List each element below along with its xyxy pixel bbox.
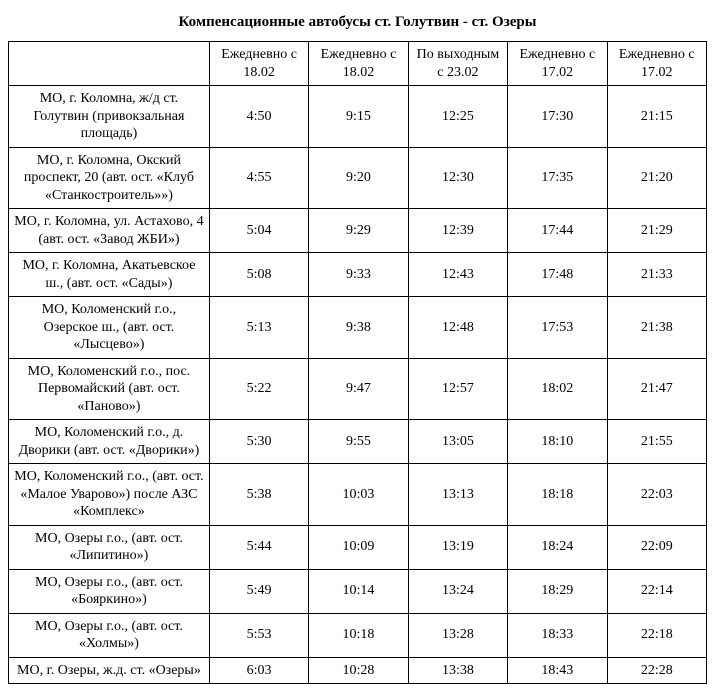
stop-cell: МО, г. Озеры, ж.д. ст. «Озеры»	[9, 657, 210, 684]
time-cell: 21:33	[607, 253, 706, 297]
time-cell: 18:02	[508, 358, 607, 420]
time-cell: 17:30	[508, 86, 607, 148]
time-cell: 10:14	[309, 569, 408, 613]
time-cell: 5:44	[209, 525, 308, 569]
table-row: МО, г. Озеры, ж.д. ст. «Озеры»6:0310:281…	[9, 657, 707, 684]
time-cell: 13:05	[408, 420, 507, 464]
header-col-4: Ежедневно с 17.02	[508, 42, 607, 86]
time-cell: 18:33	[508, 613, 607, 657]
table-row: МО, Озеры г.о., (авт. ост. «Липитино»)5:…	[9, 525, 707, 569]
time-cell: 9:15	[309, 86, 408, 148]
stop-cell: МО, Озеры г.о., (авт. ост. «Липитино»)	[9, 525, 210, 569]
table-row: МО, г. Коломна, ж/д ст. Голутвин (привок…	[9, 86, 707, 148]
time-cell: 5:30	[209, 420, 308, 464]
time-cell: 12:30	[408, 147, 507, 209]
time-cell: 21:47	[607, 358, 706, 420]
time-cell: 22:18	[607, 613, 706, 657]
time-cell: 21:20	[607, 147, 706, 209]
time-cell: 10:09	[309, 525, 408, 569]
time-cell: 9:29	[309, 209, 408, 253]
time-cell: 5:04	[209, 209, 308, 253]
time-cell: 13:24	[408, 569, 507, 613]
time-cell: 12:48	[408, 297, 507, 359]
time-cell: 13:28	[408, 613, 507, 657]
stop-cell: МО, г. Коломна, ул. Астахово, 4 (авт. ос…	[9, 209, 210, 253]
table-row: МО, Озеры г.о., (авт. ост. «Бояркино»)5:…	[9, 569, 707, 613]
time-cell: 12:43	[408, 253, 507, 297]
time-cell: 10:18	[309, 613, 408, 657]
header-col-1: Ежедневно с 18.02	[209, 42, 308, 86]
time-cell: 12:39	[408, 209, 507, 253]
time-cell: 5:49	[209, 569, 308, 613]
table-row: МО, г. Коломна, ул. Астахово, 4 (авт. ос…	[9, 209, 707, 253]
time-cell: 18:24	[508, 525, 607, 569]
table-row: МО, Коломенский г.о., (авт. ост. «Малое …	[9, 464, 707, 526]
time-cell: 22:28	[607, 657, 706, 684]
table-row: МО, Коломенский г.о., Озерское ш., (авт.…	[9, 297, 707, 359]
time-cell: 17:44	[508, 209, 607, 253]
time-cell: 10:28	[309, 657, 408, 684]
stop-cell: МО, Озеры г.о., (авт. ост. «Холмы»)	[9, 613, 210, 657]
schedule-body: МО, г. Коломна, ж/д ст. Голутвин (привок…	[9, 86, 707, 684]
time-cell: 5:53	[209, 613, 308, 657]
stop-cell: МО, Коломенский г.о., д. Дворики (авт. о…	[9, 420, 210, 464]
time-cell: 22:03	[607, 464, 706, 526]
time-cell: 18:18	[508, 464, 607, 526]
time-cell: 5:38	[209, 464, 308, 526]
time-cell: 21:15	[607, 86, 706, 148]
time-cell: 18:43	[508, 657, 607, 684]
time-cell: 9:38	[309, 297, 408, 359]
time-cell: 6:03	[209, 657, 308, 684]
table-row: МО, Озеры г.о., (авт. ост. «Холмы»)5:531…	[9, 613, 707, 657]
time-cell: 13:13	[408, 464, 507, 526]
header-col-3: По выходным с 23.02	[408, 42, 507, 86]
stop-cell: МО, Коломенский г.о., Озерское ш., (авт.…	[9, 297, 210, 359]
time-cell: 21:38	[607, 297, 706, 359]
time-cell: 22:14	[607, 569, 706, 613]
stop-cell: МО, Коломенский г.о., (авт. ост. «Малое …	[9, 464, 210, 526]
table-row: МО, Коломенский г.о., д. Дворики (авт. о…	[9, 420, 707, 464]
time-cell: 22:09	[607, 525, 706, 569]
time-cell: 18:29	[508, 569, 607, 613]
schedule-title: Компенсационные автобусы ст. Голутвин - …	[8, 14, 707, 31]
time-cell: 21:29	[607, 209, 706, 253]
time-cell: 18:10	[508, 420, 607, 464]
time-cell: 5:13	[209, 297, 308, 359]
schedule-table: Ежедневно с 18.02 Ежедневно с 18.02 По в…	[8, 41, 707, 684]
table-row: МО, г. Коломна, Окский проспект, 20 (авт…	[9, 147, 707, 209]
stop-cell: МО, Озеры г.о., (авт. ост. «Бояркино»)	[9, 569, 210, 613]
time-cell: 9:33	[309, 253, 408, 297]
time-cell: 21:55	[607, 420, 706, 464]
stop-cell: МО, Коломенский г.о., пос. Первомайский …	[9, 358, 210, 420]
time-cell: 4:55	[209, 147, 308, 209]
stop-cell: МО, г. Коломна, Окский проспект, 20 (авт…	[9, 147, 210, 209]
time-cell: 5:22	[209, 358, 308, 420]
time-cell: 9:55	[309, 420, 408, 464]
header-col-2: Ежедневно с 18.02	[309, 42, 408, 86]
time-cell: 4:50	[209, 86, 308, 148]
time-cell: 17:48	[508, 253, 607, 297]
stop-cell: МО, г. Коломна, ж/д ст. Голутвин (привок…	[9, 86, 210, 148]
header-col-5: Ежедневно с 17.02	[607, 42, 706, 86]
time-cell: 12:25	[408, 86, 507, 148]
time-cell: 13:38	[408, 657, 507, 684]
time-cell: 17:35	[508, 147, 607, 209]
table-row: МО, Коломенский г.о., пос. Первомайский …	[9, 358, 707, 420]
time-cell: 5:08	[209, 253, 308, 297]
header-row: Ежедневно с 18.02 Ежедневно с 18.02 По в…	[9, 42, 707, 86]
table-row: МО, г. Коломна, Акатьевское ш., (авт. ос…	[9, 253, 707, 297]
time-cell: 9:47	[309, 358, 408, 420]
time-cell: 17:53	[508, 297, 607, 359]
time-cell: 13:19	[408, 525, 507, 569]
header-stop	[9, 42, 210, 86]
stop-cell: МО, г. Коломна, Акатьевское ш., (авт. ос…	[9, 253, 210, 297]
time-cell: 10:03	[309, 464, 408, 526]
time-cell: 12:57	[408, 358, 507, 420]
time-cell: 9:20	[309, 147, 408, 209]
